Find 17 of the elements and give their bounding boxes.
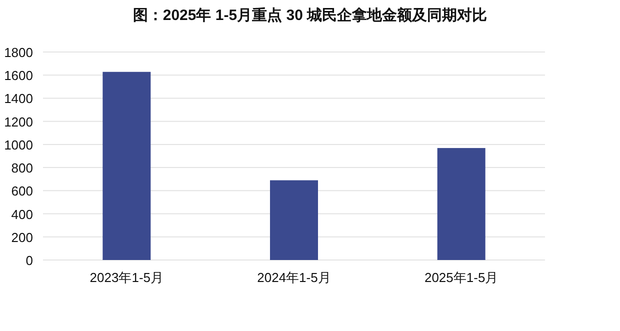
y-tick-label: 1000 bbox=[4, 137, 33, 152]
bar bbox=[270, 180, 318, 260]
x-tick-label: 2025年1-5月 bbox=[424, 270, 498, 285]
x-tick-label: 2024年1-5月 bbox=[257, 270, 331, 285]
bar bbox=[437, 148, 486, 260]
y-tick-label: 600 bbox=[11, 184, 33, 199]
y-tick-label: 400 bbox=[11, 206, 33, 222]
y-tick-label: 1400 bbox=[4, 91, 33, 106]
x-tick-label: 2023年1-5月 bbox=[90, 270, 164, 285]
y-tick-label: 1800 bbox=[4, 45, 33, 60]
y-tick-label: 1200 bbox=[4, 114, 33, 130]
bar bbox=[102, 72, 151, 260]
y-tick-label: 1600 bbox=[4, 68, 33, 84]
chart-title: 图：2025年 1-5月重点 30 城民企拿地金额及同期对比 bbox=[132, 6, 488, 24]
y-tick-label: 800 bbox=[11, 160, 33, 176]
y-tick-label: 0 bbox=[26, 253, 33, 268]
y-tick-label: 200 bbox=[11, 230, 33, 245]
